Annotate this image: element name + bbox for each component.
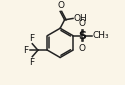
Text: F: F [23,46,28,55]
Text: F: F [29,58,34,67]
Text: O: O [79,44,86,53]
Text: O: O [57,1,64,10]
Text: S: S [78,31,86,41]
Text: OH: OH [74,14,88,23]
Text: F: F [29,34,34,43]
Text: CH₃: CH₃ [92,31,109,40]
Text: O: O [79,19,86,28]
